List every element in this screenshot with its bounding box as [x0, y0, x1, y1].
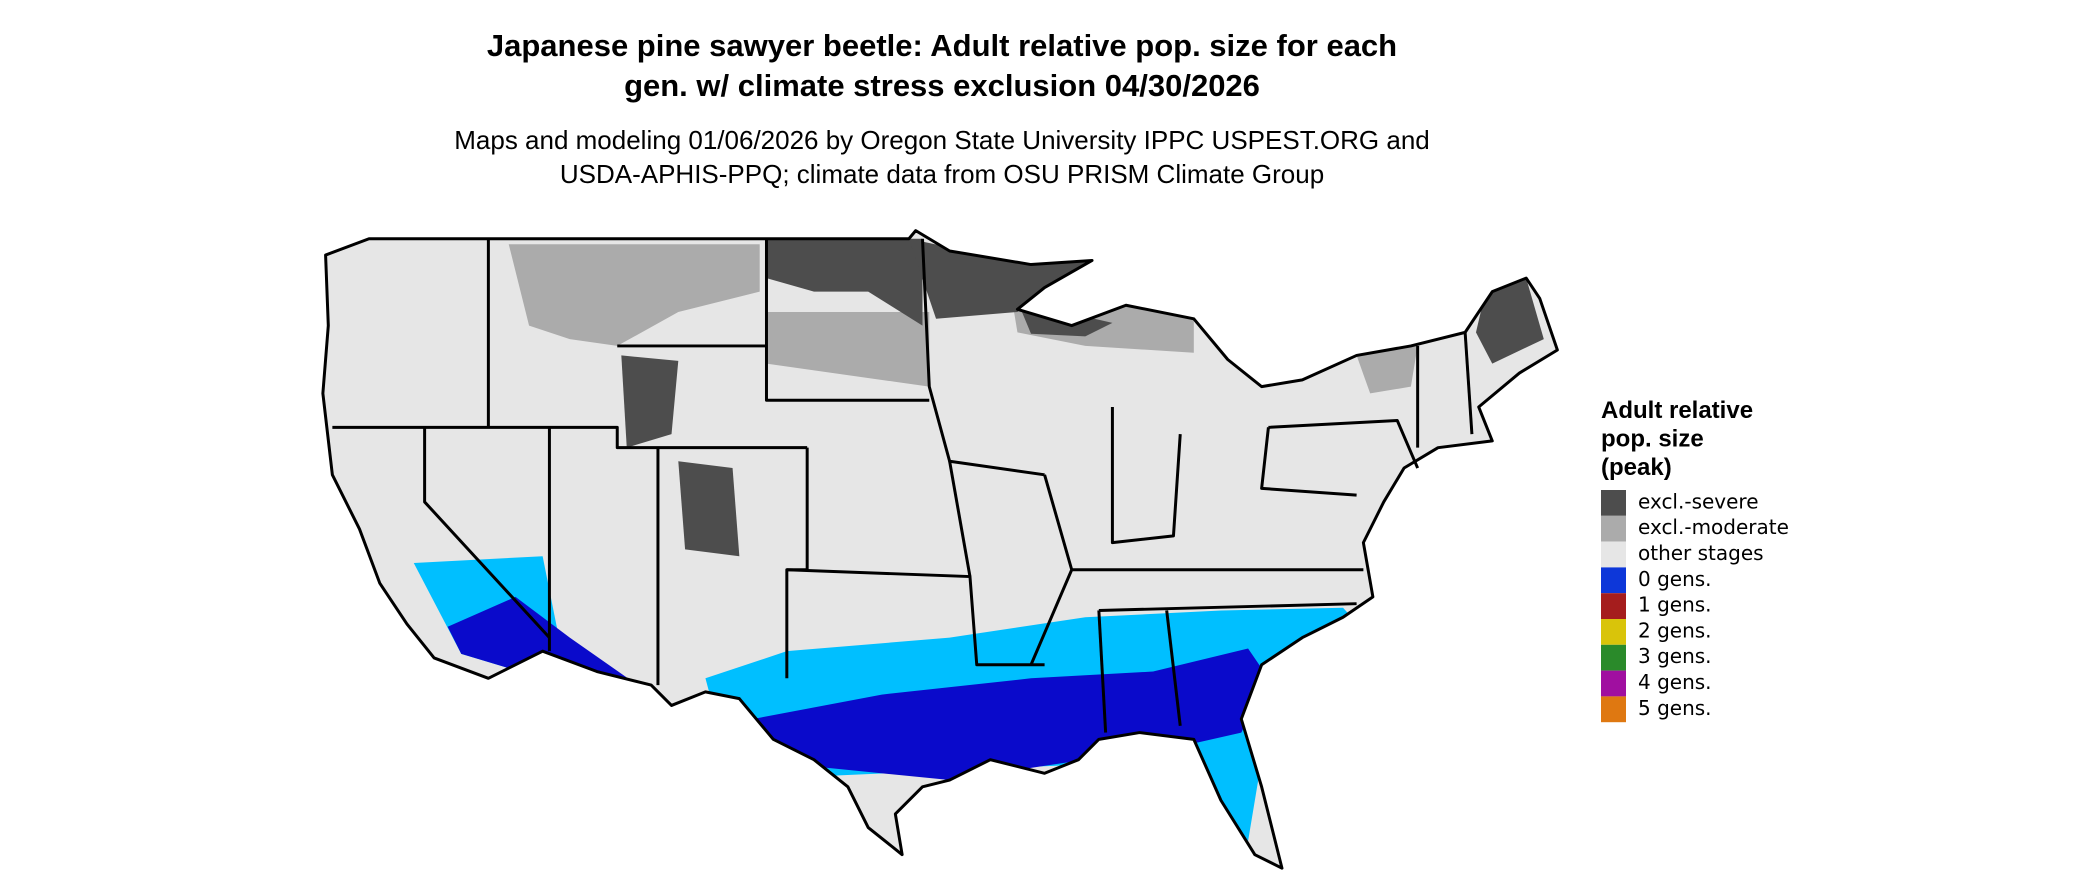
legend-title: Adult relative [1601, 397, 1753, 424]
legend-swatch [1601, 696, 1626, 723]
legend-label: other stages [1638, 541, 1764, 565]
legend-label: excl.-severe [1638, 489, 1759, 513]
legend-label: 1 gens. [1638, 593, 1712, 617]
title-line: gen. w/ climate stress exclusion 04/30/2… [624, 68, 1260, 103]
legend-label: 0 gens. [1638, 567, 1712, 591]
legend-label: 5 gens. [1638, 696, 1712, 720]
legend-label: 4 gens. [1638, 670, 1712, 694]
legend-label: excl.-moderate [1638, 515, 1789, 539]
legend-swatch [1601, 515, 1626, 542]
title-line: Japanese pine sawyer beetle: Adult relat… [487, 28, 1397, 63]
legend-swatch [1601, 644, 1626, 671]
map [321, 229, 1559, 870]
legend-swatch [1601, 490, 1626, 516]
state-borders [332, 238, 1474, 733]
legend-swatch [1601, 670, 1626, 697]
legend-swatch [1601, 619, 1626, 645]
legend-swatch [1601, 593, 1626, 619]
subtitle-line: USDA-APHIS-PPQ; climate data from OSU PR… [560, 159, 1324, 189]
legend-swatch [1601, 567, 1626, 594]
legend-label: 3 gens. [1638, 644, 1712, 668]
legend-title: pop. size [1601, 426, 1704, 453]
legend-title: (peak) [1601, 454, 1672, 481]
subtitle-line: Maps and modeling 01/06/2026 by Oregon S… [454, 125, 1430, 155]
legend-swatch [1601, 541, 1626, 568]
legend-label: 2 gens. [1638, 618, 1712, 642]
